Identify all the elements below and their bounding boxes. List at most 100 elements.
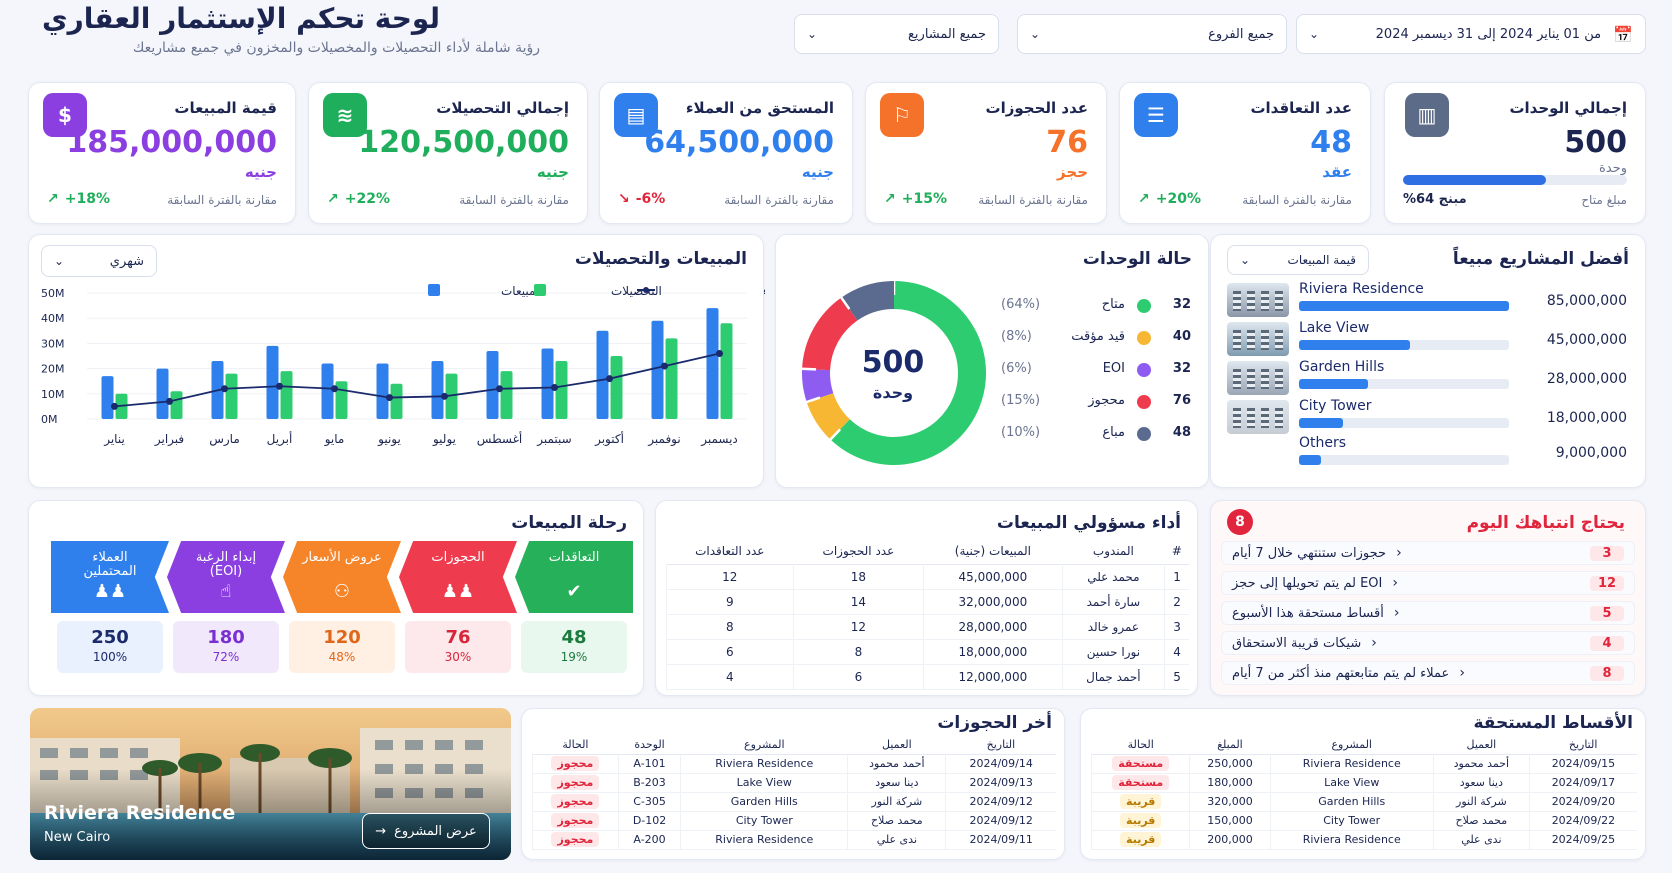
table-row[interactable]: 2024/09/20 شركة النور Garden Hills 320,000 ق… xyxy=(1090,792,1637,811)
project-filter[interactable]: جميع المشاريع ⌄ xyxy=(794,14,999,54)
table-row[interactable]: 2024/09/13 دينا سعود Lake View B-203 محجوز xyxy=(532,773,1056,792)
alert-item[interactable]: ‹ EOI لم يتم تحويلها إلى حجز 12 xyxy=(1221,571,1635,595)
project-promo-banner[interactable]: Riviera Residence New Cairo عرض المشروع … xyxy=(30,708,511,860)
journey-stage[interactable]: إبداء الرغبة (EOI) ☝ xyxy=(167,541,285,613)
sales-bar[interactable] xyxy=(266,345,279,419)
due-point[interactable] xyxy=(551,384,558,391)
due-point[interactable] xyxy=(166,397,173,405)
date-range-filter[interactable]: 📅 من 01 يناير 2024 إلى 31 ديسمبر 2024 ⌄ xyxy=(1296,14,1646,54)
collections-bar[interactable] xyxy=(280,371,293,419)
table-header-row: # المندوب المبيعات (جنية) عدد الحجوزات عدد ا… xyxy=(666,539,1189,564)
period-select[interactable]: شهري ⌄ xyxy=(41,245,157,277)
project-row[interactable]: Riviera Residence 85,000,000 xyxy=(1211,281,1647,321)
sales-bar[interactable] xyxy=(541,348,554,419)
sales-bar[interactable] xyxy=(706,308,719,419)
table-row[interactable]: 2024/09/12 محمد صلاح City Tower D-102 محجوز xyxy=(532,811,1056,830)
sales-bar[interactable] xyxy=(321,363,334,419)
journey-stage[interactable]: التعاقدات ✔ xyxy=(515,541,633,613)
alert-label: شيكات قريبة الاستحقاق xyxy=(1232,635,1362,651)
donut-slice[interactable] xyxy=(806,392,851,440)
collections-bar[interactable] xyxy=(610,356,623,419)
x-tick-label: مايو xyxy=(324,432,345,447)
collections-bar[interactable] xyxy=(445,373,458,419)
donut-slice[interactable] xyxy=(802,368,834,402)
table-row[interactable]: 2024/09/17 دينا سعود Lake View 180,000 مستحق… xyxy=(1090,773,1637,792)
collections-bar[interactable] xyxy=(720,323,733,419)
journey-stage[interactable]: العملاء المحتملين ♟♟ xyxy=(51,541,169,613)
table-header-cell: التاريخ xyxy=(986,737,1016,751)
due-point[interactable] xyxy=(496,385,503,393)
alert-item[interactable]: ‹ حجوزات ستنتهي خلال 7 أيام 3 xyxy=(1221,541,1635,565)
due-point[interactable] xyxy=(276,382,283,390)
table-row[interactable]: 2024/09/15 أحمد محمود Riviera Residence 250… xyxy=(1090,754,1637,773)
arrow-right-icon: → xyxy=(375,823,387,839)
due-point[interactable] xyxy=(331,385,338,393)
booking-icon: ⚐ xyxy=(880,93,924,137)
table-header-cell: العميل xyxy=(1466,737,1497,751)
sales-bar[interactable] xyxy=(651,320,664,419)
journey-stage[interactable]: عروض الأسعار ⚇ xyxy=(283,541,401,613)
collections-bar[interactable] xyxy=(390,383,403,419)
project-row[interactable]: City Tower 18,000,000 xyxy=(1211,398,1647,438)
collections-bar[interactable] xyxy=(665,338,678,419)
alert-label: EOI لم يتم تحويلها إلى حجز xyxy=(1232,575,1383,591)
table-row[interactable]: 2024/09/14 أحمد محمود Riviera Residence A-1… xyxy=(532,754,1056,773)
sales-bar[interactable] xyxy=(101,376,114,419)
sales-bar[interactable] xyxy=(376,363,389,419)
kpi-title: عدد الحجوزات xyxy=(985,99,1088,117)
units-sold-pct: مبنج 64% xyxy=(1403,192,1467,207)
table-header-cell: عدد الحجوزات xyxy=(822,544,895,559)
sales-reps-card: أداء مسؤولي المبيعات # المندوب المبيعات (ج… xyxy=(655,500,1198,696)
project-bar xyxy=(1299,301,1509,311)
table-row[interactable]: 3 عمرو خالد 28,000,000 12 8 xyxy=(666,614,1189,639)
table-cell: دينا سعود xyxy=(847,773,946,792)
collections-bar[interactable] xyxy=(170,391,183,419)
table-row[interactable]: 2024/09/22 محمد صلاح City Tower 150,000 قريب… xyxy=(1090,811,1637,830)
due-point[interactable] xyxy=(661,362,668,370)
sales-bar[interactable] xyxy=(431,361,444,419)
journey-stage[interactable]: الحجوزات ♟♟ xyxy=(399,541,517,613)
table-cell: 5 xyxy=(1164,664,1189,689)
table-row[interactable]: 2024/09/11 ندى علي Riviera Residence A-200 م… xyxy=(532,830,1056,849)
donut-slice[interactable] xyxy=(841,281,895,321)
table-cell: سارة أحمد xyxy=(1061,589,1165,614)
top-projects-metric-select[interactable]: قيمة المبيعات ⌄ xyxy=(1227,245,1369,275)
collections-bar[interactable] xyxy=(555,361,568,419)
alert-item[interactable]: ‹ أقساط مستحقة هذا الأسبوع 5 xyxy=(1221,601,1635,625)
table-row[interactable]: 2024/09/25 ندى علي Riviera Residence 200,00… xyxy=(1090,830,1637,849)
sales-bar[interactable] xyxy=(596,330,609,419)
collections-bar[interactable] xyxy=(500,371,513,419)
due-point[interactable] xyxy=(386,394,393,402)
table-row[interactable]: 2 سارة أحمد 32,000,000 14 9 xyxy=(666,589,1189,614)
view-project-button[interactable]: عرض المشروع → xyxy=(362,813,490,849)
project-row[interactable]: Others 9,000,000 xyxy=(1211,435,1647,477)
trend-up-icon: ↗ xyxy=(327,191,339,207)
cell-text: Garden Hills xyxy=(1318,795,1386,808)
sales-bar[interactable] xyxy=(156,368,169,419)
due-point[interactable] xyxy=(716,349,723,357)
alert-item[interactable]: ‹ عملاء لم يتم متابعتهم منذ أكثر من 7 أيا… xyxy=(1221,661,1635,685)
table-row[interactable]: 2024/09/12 شركة النور Garden Hills C-305 محج… xyxy=(532,792,1056,811)
legend-percent: (8%) xyxy=(1001,329,1032,344)
due-point[interactable] xyxy=(606,375,613,383)
sales-bar[interactable] xyxy=(486,350,499,419)
cell-text: 4 xyxy=(725,669,734,684)
branch-filter[interactable]: جميع الفروع ⌄ xyxy=(1017,14,1287,54)
journey-stage-label: التعاقدات xyxy=(548,550,600,565)
alert-item[interactable]: ‹ شيكات قريبة الاستحقاق 4 xyxy=(1221,631,1635,655)
sales-reps-table: # المندوب المبيعات (جنية) عدد الحجوزات عدد ا… xyxy=(666,539,1189,690)
due-point[interactable] xyxy=(441,392,448,400)
table-row[interactable]: 5 أحمد جمال 12,000,000 6 4 xyxy=(666,664,1189,689)
due-point[interactable] xyxy=(221,385,228,393)
project-row[interactable]: Garden Hills 28,000,000 xyxy=(1211,359,1647,399)
table-row[interactable]: 4 نورا حسين 18,000,000 8 6 xyxy=(666,639,1189,664)
donut-slice[interactable] xyxy=(802,297,858,371)
chevron-down-icon: ⌄ xyxy=(54,254,65,268)
donut-slice[interactable] xyxy=(830,281,986,465)
table-cell: محمد صلاح xyxy=(847,811,946,830)
due-point[interactable] xyxy=(111,402,118,410)
project-row[interactable]: Lake View 45,000,000 xyxy=(1211,320,1647,360)
collections-bar[interactable] xyxy=(225,373,238,419)
table-row[interactable]: 1 محمد علي 45,000,000 18 12 xyxy=(666,564,1189,589)
cell-text: Riviera Residence xyxy=(1302,833,1401,846)
